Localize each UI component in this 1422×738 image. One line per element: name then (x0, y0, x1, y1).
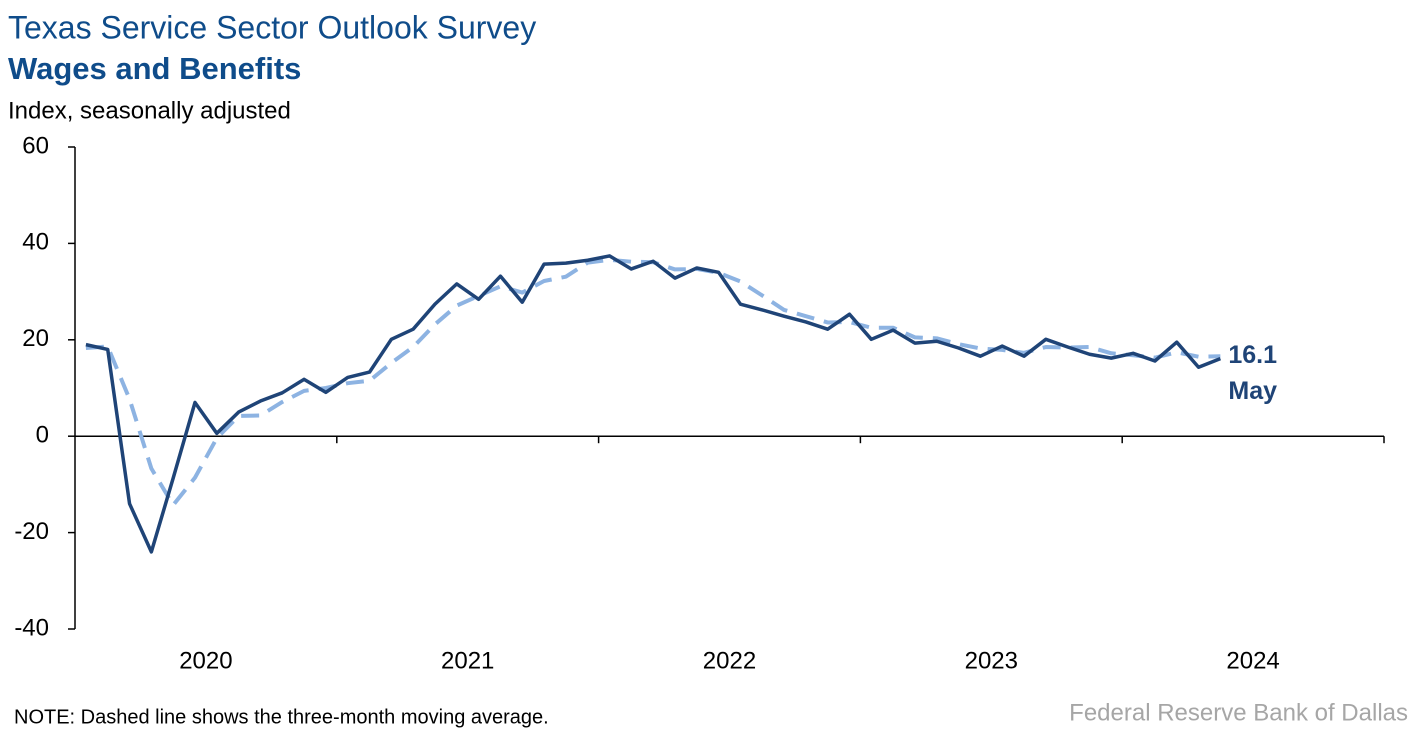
month-annotation: May (1228, 377, 1277, 405)
value-annotation: 16.1 (1228, 341, 1277, 369)
x-tick-label: 2023 (965, 647, 1018, 674)
y-tick-label: -40 (14, 614, 49, 641)
y-axis-label: Index, seasonally adjusted (8, 97, 291, 124)
chart-title: Texas Service Sector Outlook Survey (8, 9, 536, 45)
note: NOTE: Dashed line shows the three-month … (14, 706, 549, 728)
y-tick-label: 60 (22, 132, 49, 159)
y-tick-label: -20 (14, 518, 49, 545)
y-tick-label: 20 (22, 325, 49, 352)
x-tick-label: 2020 (179, 647, 232, 674)
chart-subtitle: Wages and Benefits (8, 51, 301, 86)
y-tick-label: 0 (36, 422, 49, 449)
moving-average-line (85, 257, 1221, 508)
x-tick-label: 2024 (1226, 647, 1279, 674)
x-tick-label: 2021 (441, 647, 494, 674)
source: Federal Reserve Bank of Dallas (1069, 699, 1408, 726)
index-line (85, 254, 1222, 554)
x-tick-label: 2022 (703, 647, 756, 674)
y-tick-label: 40 (22, 229, 49, 256)
